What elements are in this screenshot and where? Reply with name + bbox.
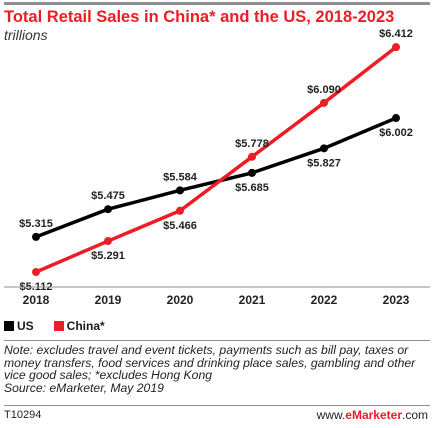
legend-item-us: US [4,319,34,333]
source-text: Source: eMarketer, May 2019 [4,380,164,395]
note-divider [4,340,430,341]
legend: US China* [4,319,105,333]
data-point-china-2022 [320,98,328,107]
site-prefix: www. [316,408,346,422]
data-label-china-2023: $6.412 [379,28,413,40]
data-label-us-2018: $5.315 [19,218,53,230]
chart-subtitle: trillions [4,27,48,43]
data-point-china-2023 [392,43,400,52]
data-label-us-2021: $5.685 [235,182,269,194]
x-tick-label-2018: 2018 [23,293,50,307]
footer-divider [4,405,430,406]
line-chart: $5.315$5.475$5.584$5.685$5.827$6.002$5.1… [4,28,430,307]
legend-label-us: US [17,319,34,333]
data-point-us-2021 [248,168,256,177]
x-tick-label-2020: 2020 [167,293,194,307]
data-point-us-2019 [104,205,112,214]
data-point-us-2022 [320,144,328,153]
data-point-china-2018 [32,268,40,277]
top-rule [4,2,430,5]
site-credit: www.eMarketer.com [317,408,428,422]
x-tick-label-2023: 2023 [383,293,410,307]
legend-item-china: China* [53,319,105,333]
note-text: Note: excludes travel and event tickets,… [4,343,416,383]
data-point-us-2023 [392,114,400,123]
chart-title: Total Retail Sales in China* and the US,… [4,8,395,26]
data-label-us-2019: $5.475 [91,190,125,202]
data-label-china-2021: $5.778 [235,138,269,150]
data-label-us-2023: $6.002 [379,127,413,139]
data-label-china-2022: $6.090 [307,84,341,96]
chart-id: T10294 [4,409,42,421]
data-label-china-2020: $5.466 [163,220,197,232]
legend-swatch-china [53,321,64,331]
series-line-us [35,116,397,239]
data-label-us-2020: $5.584 [163,171,198,183]
data-point-us-2018 [32,232,40,241]
x-tick-label-2022: 2022 [311,293,338,307]
data-point-us-2020 [176,186,184,195]
legend-swatch-us [4,321,14,331]
data-point-china-2021 [248,152,256,161]
x-tick-label-2019: 2019 [95,293,122,307]
chart-note: Note: excludes travel and event tickets,… [4,344,430,394]
site-suffix: .com [401,408,428,422]
site-brand: eMarketer [345,408,402,422]
series-line-china [35,45,398,274]
data-label-china-2019: $5.291 [91,250,125,262]
data-label-us-2022: $5.827 [307,157,341,169]
data-point-china-2019 [104,237,112,246]
data-point-china-2020 [176,206,184,215]
legend-label-china: China* [66,319,105,333]
x-tick-label-2021: 2021 [239,293,266,307]
